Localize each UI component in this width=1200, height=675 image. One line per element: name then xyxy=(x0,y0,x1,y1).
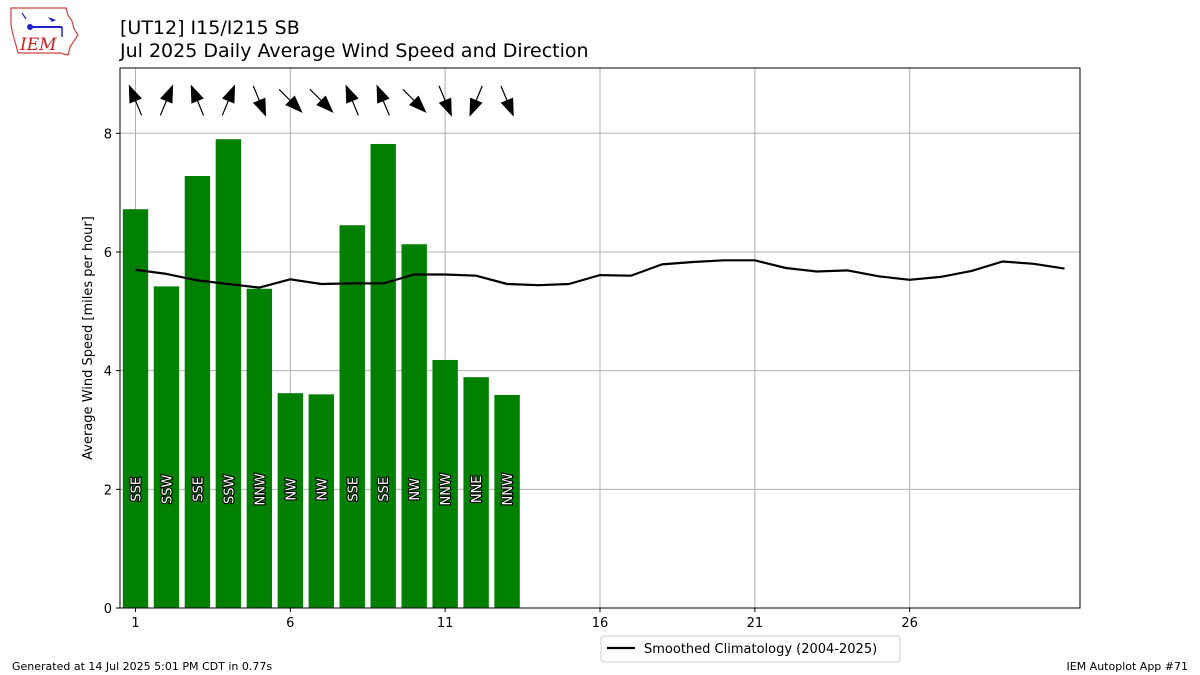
footer-app: IEM Autoplot App #71 xyxy=(1066,660,1189,673)
climatology-line-group xyxy=(135,259,1065,289)
wind-bar xyxy=(277,393,304,608)
footer-generated: Generated at 14 Jul 2025 5:01 PM CDT in … xyxy=(12,660,273,673)
direction-label: SSE xyxy=(346,477,361,502)
direction-arrow xyxy=(469,85,483,117)
wind-bar xyxy=(463,377,489,608)
direction-label: NW xyxy=(408,478,423,501)
direction-label: SSE xyxy=(191,477,206,502)
x-tick-label: 16 xyxy=(592,616,609,631)
x-tick-label: 6 xyxy=(286,616,294,631)
wind-bar xyxy=(401,244,427,608)
wind-bar xyxy=(370,143,396,608)
direction-labels: SSE SSW SSE SSW NNW NW NW SSE SSE NW NNW NNE NNW xyxy=(128,472,517,507)
direction-arrow xyxy=(376,84,390,116)
wind-bar xyxy=(153,286,180,608)
direction-label: SSW xyxy=(222,474,237,504)
direction-label: NNW xyxy=(501,473,516,505)
legend-label: Smoothed Climatology (2004-2025) xyxy=(644,642,877,657)
direction-label: NW xyxy=(315,478,330,501)
wind-bar xyxy=(215,139,242,608)
direction-label: NNW xyxy=(439,473,454,505)
climatology-line xyxy=(135,259,1065,289)
direction-label: SSE xyxy=(129,477,144,502)
wind-bar xyxy=(339,225,365,608)
direction-arrow xyxy=(500,85,514,117)
direction-arrow xyxy=(221,84,236,116)
y-tick-label: 4 xyxy=(104,365,112,380)
direction-label: NW xyxy=(284,478,299,501)
direction-label: NNW xyxy=(253,473,268,505)
bars xyxy=(122,139,520,608)
direction-arrow xyxy=(252,85,267,117)
wind-bar xyxy=(432,359,458,608)
direction-arrow xyxy=(190,84,205,116)
wind-bar xyxy=(308,394,334,608)
direction-arrows xyxy=(128,84,514,117)
chart-subtitle: Jul 2025 Daily Average Wind Speed and Di… xyxy=(120,40,589,62)
x-tick-label: 26 xyxy=(901,616,918,631)
direction-arrow xyxy=(345,84,359,116)
direction-arrow xyxy=(159,84,174,116)
iem-logo: IEM xyxy=(8,5,80,59)
legend-box xyxy=(600,635,901,663)
iowa-state-logo-icon: IEM xyxy=(10,7,79,56)
wind-bar xyxy=(494,394,520,608)
x-tick-label: 1 xyxy=(131,616,139,631)
y-tick-label: 0 xyxy=(104,602,112,617)
direction-label: SSE xyxy=(377,477,392,502)
wind-bar xyxy=(246,288,273,608)
y-axis-title: Average Wind Speed [miles per hour] xyxy=(81,216,96,460)
chart-title: [UT12] I15/I215 SB xyxy=(120,17,300,39)
y-tick-label: 6 xyxy=(104,246,112,261)
legend: Smoothed Climatology (2004-2025) xyxy=(600,635,901,663)
x-tick-label: 11 xyxy=(437,616,454,631)
wind-bar xyxy=(122,209,149,608)
y-tick-label: 2 xyxy=(104,483,112,498)
direction-label: NNE xyxy=(470,475,485,503)
direction-arrow xyxy=(438,85,452,117)
y-tick-label: 8 xyxy=(104,127,112,142)
direction-arrow xyxy=(278,88,303,113)
x-tick-label: 21 xyxy=(747,616,764,631)
logo-text: IEM xyxy=(19,35,57,55)
direction-label: SSW xyxy=(160,474,175,504)
direction-arrow xyxy=(128,84,143,116)
wind-bar xyxy=(184,176,211,608)
direction-arrow xyxy=(309,88,334,113)
direction-arrow xyxy=(402,88,427,113)
